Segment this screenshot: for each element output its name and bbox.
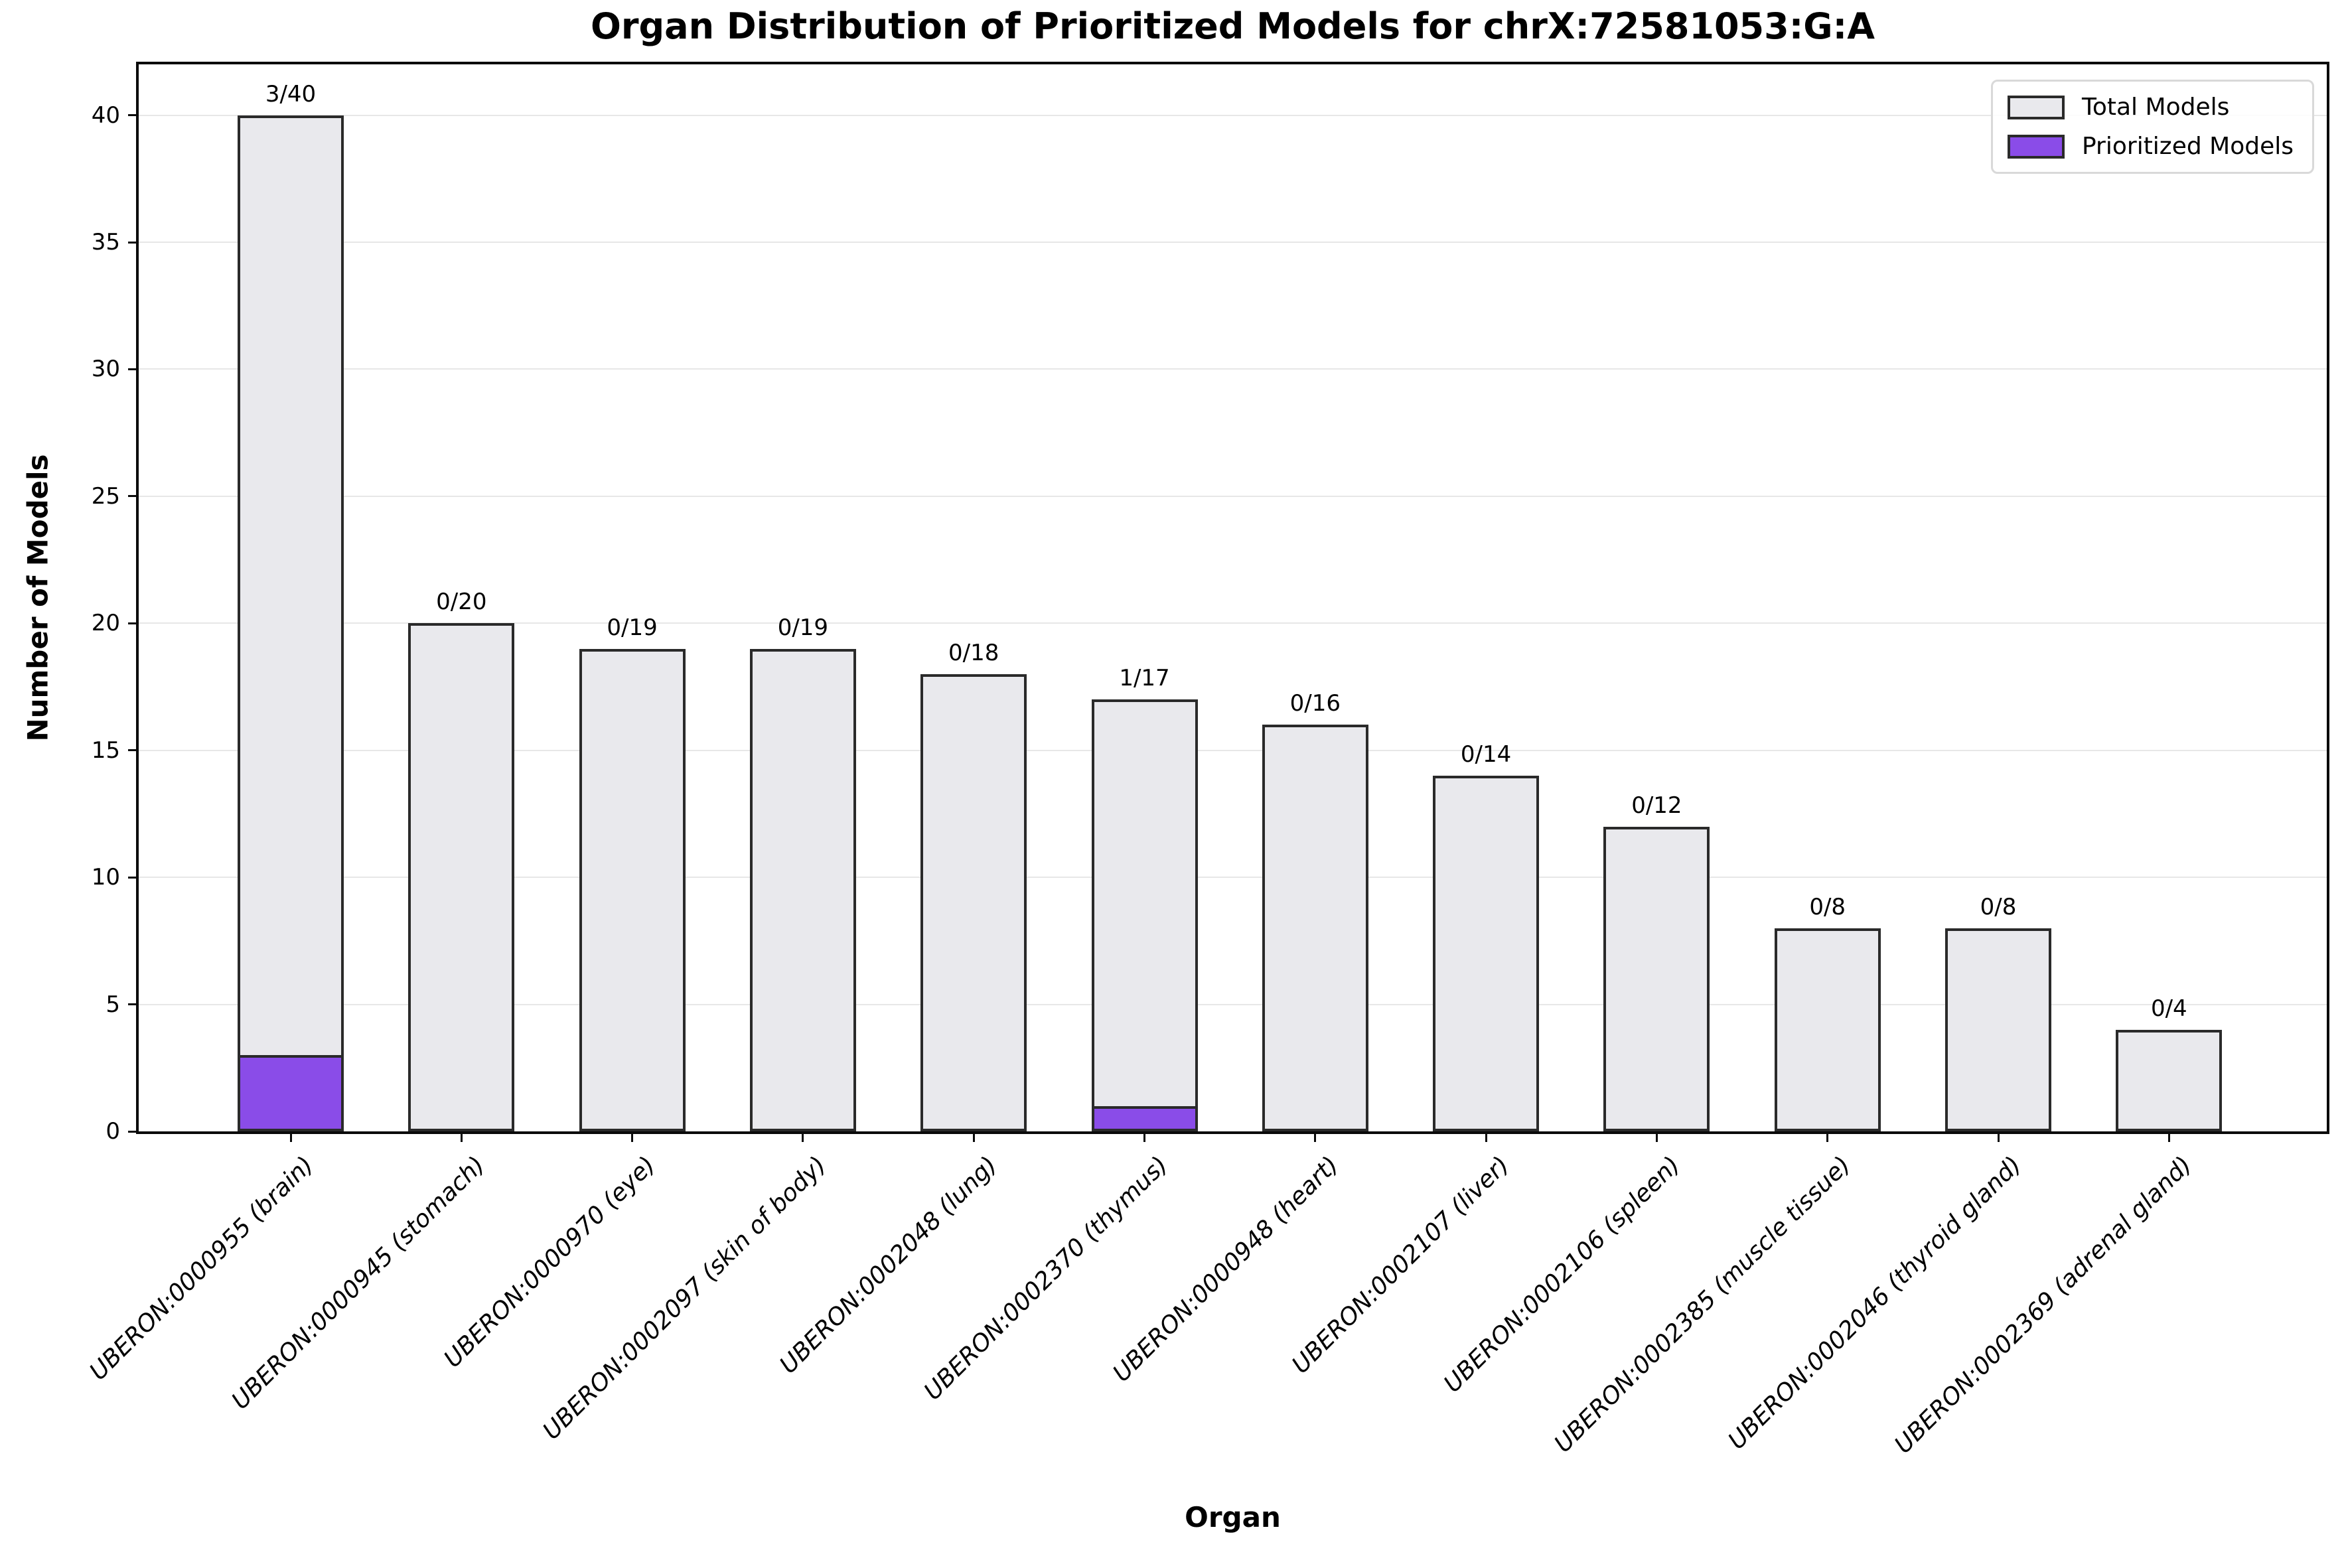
x-tick-3 [802, 1131, 804, 1142]
gridline-y-15 [139, 749, 2327, 751]
bar-value-label-11: 0/4 [2150, 995, 2187, 1022]
y-tick-label-30: 30 [91, 356, 120, 383]
bar-total-4 [920, 674, 1027, 1131]
x-tick-1 [460, 1131, 463, 1142]
legend-row-total: Total Models [2007, 94, 2294, 121]
x-tick-10 [1997, 1131, 2000, 1142]
bar-value-label-3: 0/19 [777, 614, 829, 641]
bar-value-label-10: 0/8 [1980, 893, 2017, 920]
bar-value-label-4: 0/18 [948, 639, 999, 666]
x-tick-label-11: UBERON:0002369 (adrenal gland) [1889, 1151, 2198, 1459]
y-tick-label-0: 0 [106, 1118, 120, 1145]
gridline-y-25 [139, 495, 2327, 497]
bar-total-2 [579, 648, 686, 1131]
bar-prioritized-0 [238, 1055, 344, 1131]
bar-prioritized-5 [1091, 1105, 1198, 1131]
bar-value-label-9: 0/8 [1809, 893, 1846, 920]
gridline-y-20 [139, 622, 2327, 624]
x-tick-label-10: UBERON:0002046 (thyroid gland) [1723, 1151, 2027, 1455]
gridline-y-35 [139, 242, 2327, 243]
bar-value-label-5: 1/17 [1119, 665, 1170, 692]
bar-total-10 [1945, 928, 2051, 1131]
y-tick-15 [128, 749, 139, 752]
y-tick-label-25: 25 [91, 482, 120, 510]
legend-row-prioritized: Prioritized Models [2007, 133, 2294, 160]
x-tick-0 [289, 1131, 292, 1142]
y-tick-10 [128, 876, 139, 879]
chart-title: Organ Distribution of Prioritized Models… [590, 5, 1875, 47]
bar-total-11 [2116, 1029, 2223, 1131]
y-tick-label-35: 35 [91, 229, 120, 255]
y-tick-label-5: 5 [106, 991, 120, 1018]
legend-swatch-prioritized-models [2007, 134, 2065, 159]
gridline-y-5 [139, 1003, 2327, 1005]
y-tick-20 [128, 622, 139, 624]
legend-label-total-models: Total Models [2081, 94, 2230, 121]
x-tick-7 [1485, 1131, 1487, 1142]
x-axis-title: Organ [1185, 1501, 1281, 1533]
legend: Total Models Prioritized Models [1990, 80, 2314, 174]
bar-total-6 [1262, 725, 1368, 1131]
bar-value-label-1: 0/20 [436, 589, 487, 616]
bar-total-0 [238, 115, 344, 1131]
y-tick-label-15: 15 [91, 737, 120, 764]
gridline-y-10 [139, 877, 2327, 879]
bar-value-label-7: 0/14 [1460, 741, 1512, 768]
y-tick-35 [128, 241, 139, 244]
bar-total-8 [1603, 826, 1710, 1131]
x-tick-9 [1826, 1131, 1829, 1142]
bar-value-label-0: 3/40 [265, 80, 317, 107]
x-tick-4 [972, 1131, 975, 1142]
legend-swatch-total-models [2007, 95, 2065, 119]
bar-total-7 [1433, 776, 1540, 1131]
x-tick-label-3: UBERON:0002097 (skin of body) [538, 1151, 832, 1445]
gridline-y-40 [139, 114, 2327, 116]
bar-total-3 [749, 648, 856, 1131]
y-tick-label-40: 40 [91, 102, 120, 129]
bar-total-1 [408, 623, 515, 1131]
y-axis-title: Number of Models [21, 454, 54, 742]
bar-value-label-6: 0/16 [1289, 690, 1341, 717]
x-tick-6 [1314, 1131, 1317, 1142]
bar-value-label-8: 0/12 [1631, 792, 1682, 819]
y-tick-label-20: 20 [91, 610, 120, 637]
x-tick-label-9: UBERON:0002385 (muscle tissue) [1549, 1151, 1856, 1459]
bar-total-9 [1774, 928, 1881, 1131]
legend-label-prioritized-models: Prioritized Models [2081, 133, 2294, 160]
x-tick-2 [631, 1131, 634, 1142]
y-tick-0 [128, 1130, 139, 1133]
y-tick-30 [128, 368, 139, 370]
y-tick-40 [128, 114, 139, 117]
x-tick-11 [2167, 1131, 2170, 1142]
bar-value-label-2: 0/19 [607, 614, 658, 641]
bar-total-5 [1091, 699, 1198, 1131]
gridline-y-30 [139, 368, 2327, 370]
y-tick-25 [128, 495, 139, 498]
x-tick-5 [1143, 1131, 1145, 1142]
y-tick-label-10: 10 [91, 864, 120, 891]
y-tick-5 [128, 1003, 139, 1006]
x-tick-8 [1655, 1131, 1658, 1142]
